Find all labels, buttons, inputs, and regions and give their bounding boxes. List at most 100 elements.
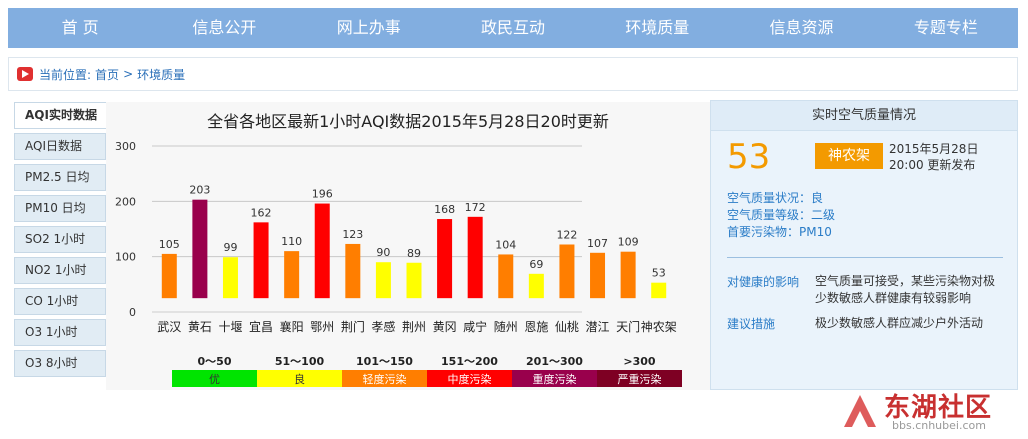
- data-label: 162: [251, 206, 272, 219]
- x-tick-label: 随州: [494, 319, 518, 334]
- data-type-sidebar: AQI实时数据 AQI日数据 PM2.5 日均 PM10 日均 SO2 1小时 …: [14, 102, 106, 381]
- data-label: 53: [652, 267, 666, 280]
- sidebar-item-pm10-daily[interactable]: PM10 日均: [14, 195, 106, 222]
- publish-hour: 20:00 更新发布: [889, 158, 976, 172]
- legend-label: 重度污染: [533, 372, 577, 386]
- x-tick-label: 荆门: [341, 319, 365, 334]
- site-watermark: 东湖社区 bbs.cnhubei.com: [840, 387, 1020, 435]
- legend-range: 101～150: [356, 355, 413, 368]
- legend-range: 0～50: [198, 355, 232, 368]
- sidebar-item-pm25-daily[interactable]: PM2.5 日均: [14, 164, 106, 191]
- data-label: 110: [281, 235, 302, 248]
- x-tick-label: 荆州: [402, 320, 426, 334]
- publish-time: 2015年5月28日 20:00 更新发布: [889, 141, 978, 173]
- chart-title: 全省各地区最新1小时AQI数据2015年5月28日20时更新: [207, 112, 609, 131]
- sidebar-item-aqi-daily[interactable]: AQI日数据: [14, 133, 106, 160]
- primary-pollutant: 首要污染物：PM10: [727, 225, 832, 239]
- data-label: 69: [529, 258, 543, 271]
- watermark-name: 东湖社区: [884, 393, 993, 423]
- bar: [559, 244, 575, 299]
- bar: [253, 222, 269, 299]
- x-tick-label: 黄石: [188, 320, 212, 334]
- bar: [498, 254, 514, 299]
- x-tick-label: 襄阳: [280, 319, 304, 334]
- data-label: 196: [312, 188, 333, 201]
- panel-divider: [727, 257, 1003, 258]
- nav-interaction[interactable]: 政民互动: [480, 18, 545, 37]
- realtime-air-quality-panel: 实时空气质量情况 53 神农架 2015年5月28日 20:00 更新发布 空气…: [710, 100, 1018, 390]
- bar: [406, 262, 422, 299]
- nav-home[interactable]: 首 页: [61, 18, 99, 37]
- y-tick-label: 0: [129, 306, 136, 319]
- nav-online-services[interactable]: 网上办事: [336, 18, 401, 37]
- x-tick-label: 十堰: [218, 320, 242, 334]
- quality-level: 空气质量等级：二级: [727, 208, 836, 222]
- bar: [284, 251, 300, 299]
- legend-swatch: [597, 370, 682, 387]
- legend-swatch: [342, 370, 427, 387]
- legend-swatch: [257, 370, 342, 387]
- nav-special-topics[interactable]: 专题专栏: [913, 18, 978, 37]
- breadcrumb-prefix: 当前位置:: [39, 67, 92, 82]
- nav-info-disclosure[interactable]: 信息公开: [192, 18, 257, 37]
- play-icon: [17, 67, 33, 81]
- data-label: 89: [407, 247, 421, 260]
- sidebar-item-co-hourly[interactable]: CO 1小时: [14, 288, 106, 315]
- bar: [161, 253, 177, 299]
- bar: [528, 273, 544, 299]
- data-label: 104: [495, 238, 516, 251]
- x-tick-label: 黄冈: [433, 320, 457, 334]
- legend-label: 严重污染: [618, 372, 662, 386]
- watermark-url: bbs.cnhubei.com: [892, 419, 986, 432]
- aqi-value: 53: [727, 137, 771, 177]
- bar: [620, 251, 636, 299]
- legend-range: >300: [623, 355, 656, 368]
- sidebar-item-no2-hourly[interactable]: NO2 1小时: [14, 257, 106, 284]
- y-tick-label: 100: [115, 251, 136, 264]
- bar: [192, 199, 208, 299]
- panel-title: 实时空气质量情况: [711, 101, 1017, 131]
- aqi-chart-panel: 全省各地区最新1小时AQI数据2015年5月28日20时更新 0 100 200 30…: [106, 102, 710, 390]
- quality-status: 空气质量状况：良: [727, 191, 824, 205]
- legend-label: 优: [209, 373, 220, 386]
- data-label: 90: [376, 246, 390, 259]
- publish-date: 2015年5月28日: [889, 142, 979, 156]
- sidebar-item-o3-8hour[interactable]: O3 8小时: [14, 350, 106, 377]
- legend-range: 51～100: [275, 355, 325, 368]
- data-label: 123: [342, 228, 363, 241]
- breadcrumb: 当前位置: 首页 > 环境质量: [8, 57, 1018, 91]
- sidebar-item-so2-hourly[interactable]: SO2 1小时: [14, 226, 106, 253]
- x-tick-label: 咸宁: [463, 319, 487, 334]
- data-label: 168: [434, 203, 455, 216]
- breadcrumb-current-link[interactable]: 环境质量: [137, 67, 186, 82]
- data-label: 105: [159, 238, 180, 251]
- bar: [590, 252, 606, 299]
- x-tick-label: 潜江: [586, 320, 610, 334]
- bar: [345, 243, 361, 299]
- data-label: 99: [223, 241, 237, 254]
- y-tick-label: 300: [115, 140, 136, 153]
- legend-swatch: [512, 370, 597, 387]
- nav-environment-quality[interactable]: 环境质量: [625, 18, 690, 37]
- sidebar-item-aqi-realtime[interactable]: AQI实时数据: [14, 102, 106, 129]
- x-tick-label: 孝感: [371, 319, 395, 334]
- x-tick-label: 仙桃: [555, 319, 579, 334]
- data-label: 109: [618, 236, 639, 249]
- legend-label: 轻度污染: [363, 372, 407, 386]
- sidebar-item-o3-hourly[interactable]: O3 1小时: [14, 319, 106, 346]
- advice-label: 建议措施: [727, 317, 776, 331]
- x-tick-label: 恩施: [524, 320, 548, 334]
- breadcrumb-home-link[interactable]: 首页: [95, 67, 120, 82]
- advice-text: 极少数敏感人群应减少户外活动: [815, 316, 984, 330]
- bar: [437, 219, 453, 299]
- data-label: 203: [189, 184, 210, 197]
- legend-label: 中度污染: [448, 372, 492, 386]
- x-tick-label: 宜昌: [249, 319, 273, 334]
- aqi-bar-chart: 0 100 200 300 105 武汉 203 黄石 99 十堰 162 宜昌 110 襄阳 196 鄂州 1…: [115, 140, 682, 387]
- legend-label: 良: [294, 372, 305, 386]
- nav-info-resources[interactable]: 信息资源: [769, 18, 834, 37]
- x-tick-label: 天门: [616, 319, 640, 334]
- breadcrumb-separator: >: [123, 67, 134, 81]
- y-tick-label: 200: [115, 195, 136, 208]
